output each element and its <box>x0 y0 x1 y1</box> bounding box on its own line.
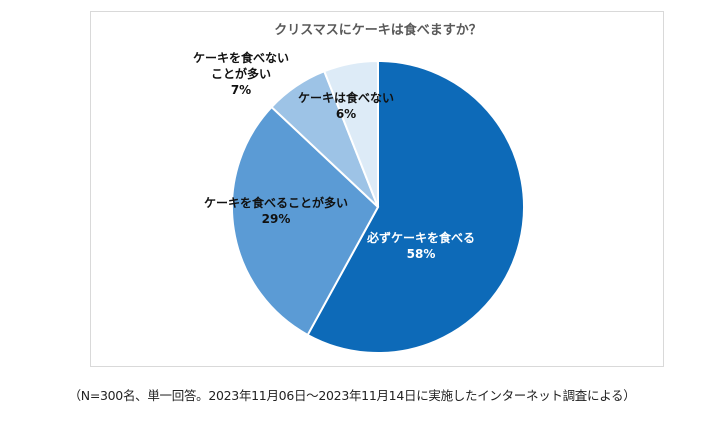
pie-labels: 必ずケーキを食べる 58% ケーキを食べることが多い 29% ケーキを食べないことが多い… <box>193 50 475 261</box>
pie-slices <box>231 59 525 354</box>
pie-chart: クリスマスにケーキは食べますか？ 必ずケーキを食べる 58% ケーキを食べることが多… <box>193 22 525 354</box>
slice-category-label: ケーキを食べない <box>193 50 289 65</box>
slice-label: ケーキを食べないことが多い 7% <box>193 50 289 97</box>
slice-category-label: 必ずケーキを食べる <box>366 230 475 245</box>
slice-value-label: 29% <box>262 212 291 226</box>
chart-frame: クリスマスにケーキは食べますか？ 必ずケーキを食べる 58% ケーキを食べることが多… <box>90 11 664 367</box>
pie-slice <box>322 59 379 208</box>
footnote: （N=300名、単一回答。2023年11月06日〜2023年11月14日に実施し… <box>68 388 636 403</box>
slice-label: 必ずケーキを食べる 58% <box>366 230 475 261</box>
slice-label: ケーキは食べない 6% <box>298 90 394 121</box>
pie-slice <box>231 105 380 337</box>
chart-title: クリスマスにケーキは食べますか？ <box>274 22 482 38</box>
slice-value-label: 6% <box>336 107 356 121</box>
pie-slice <box>306 59 525 354</box>
slice-category-label: ケーキは食べない <box>298 90 394 105</box>
slice-label: ケーキを食べることが多い 29% <box>204 195 348 226</box>
slice-category-label: ことが多い <box>211 66 271 81</box>
slice-value-label: 58% <box>407 247 436 261</box>
slice-category-label: ケーキを食べることが多い <box>204 195 348 210</box>
slice-value-label: 7% <box>231 83 251 97</box>
